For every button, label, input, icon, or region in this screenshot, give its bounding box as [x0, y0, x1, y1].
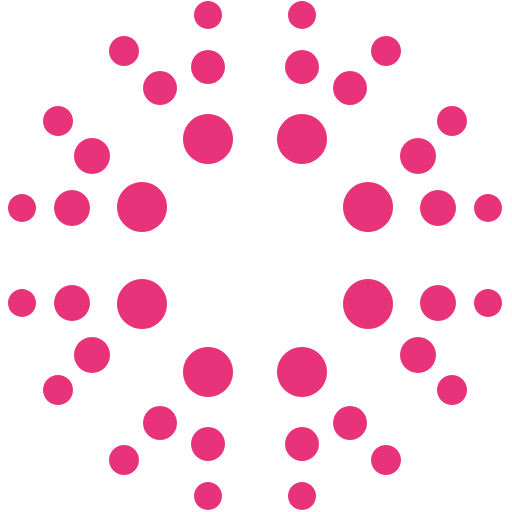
logo-dot — [8, 289, 36, 317]
logo-dot — [437, 106, 467, 136]
logo-dot — [54, 190, 90, 226]
logo-dot — [143, 406, 177, 440]
logo-dot — [277, 347, 327, 397]
dot-cluster-top-left — [8, 1, 233, 232]
logo-dot — [277, 114, 327, 164]
logo-dot — [474, 289, 502, 317]
logo-dot — [74, 337, 110, 373]
logo-dot — [288, 1, 316, 29]
logo-dot — [43, 106, 73, 136]
dot-cluster-bottom-right — [277, 279, 502, 510]
logo-dot — [285, 427, 319, 461]
logo-dot — [109, 445, 139, 475]
logo-dot — [400, 138, 436, 174]
logo-dot — [183, 347, 233, 397]
dot-cluster-top-right — [277, 1, 502, 232]
logo-dot — [183, 114, 233, 164]
logo-dot — [194, 482, 222, 510]
logo-dot — [194, 1, 222, 29]
logo-dot — [420, 285, 456, 321]
logo-dot — [343, 279, 393, 329]
logo-dot — [191, 427, 225, 461]
logo-dot — [333, 71, 367, 105]
logo-dot — [109, 36, 139, 66]
logo-dot — [285, 50, 319, 84]
logo-dot — [43, 375, 73, 405]
logo-dot — [117, 182, 167, 232]
logo-dot — [74, 138, 110, 174]
logo-dot — [400, 337, 436, 373]
logo-dot — [371, 445, 401, 475]
logo-dot — [54, 285, 90, 321]
logo-dot — [333, 406, 367, 440]
dots-group — [8, 1, 502, 510]
logo-dot — [288, 482, 316, 510]
logo-dot — [343, 182, 393, 232]
logo-dot — [8, 194, 36, 222]
dot-cluster-bottom-left — [8, 279, 233, 510]
logo-dot — [437, 375, 467, 405]
logo-dot — [117, 279, 167, 329]
logo-dot — [371, 36, 401, 66]
logo-dot — [420, 190, 456, 226]
logo-dot — [191, 50, 225, 84]
logo-dot — [474, 194, 502, 222]
logo-dot — [143, 71, 177, 105]
